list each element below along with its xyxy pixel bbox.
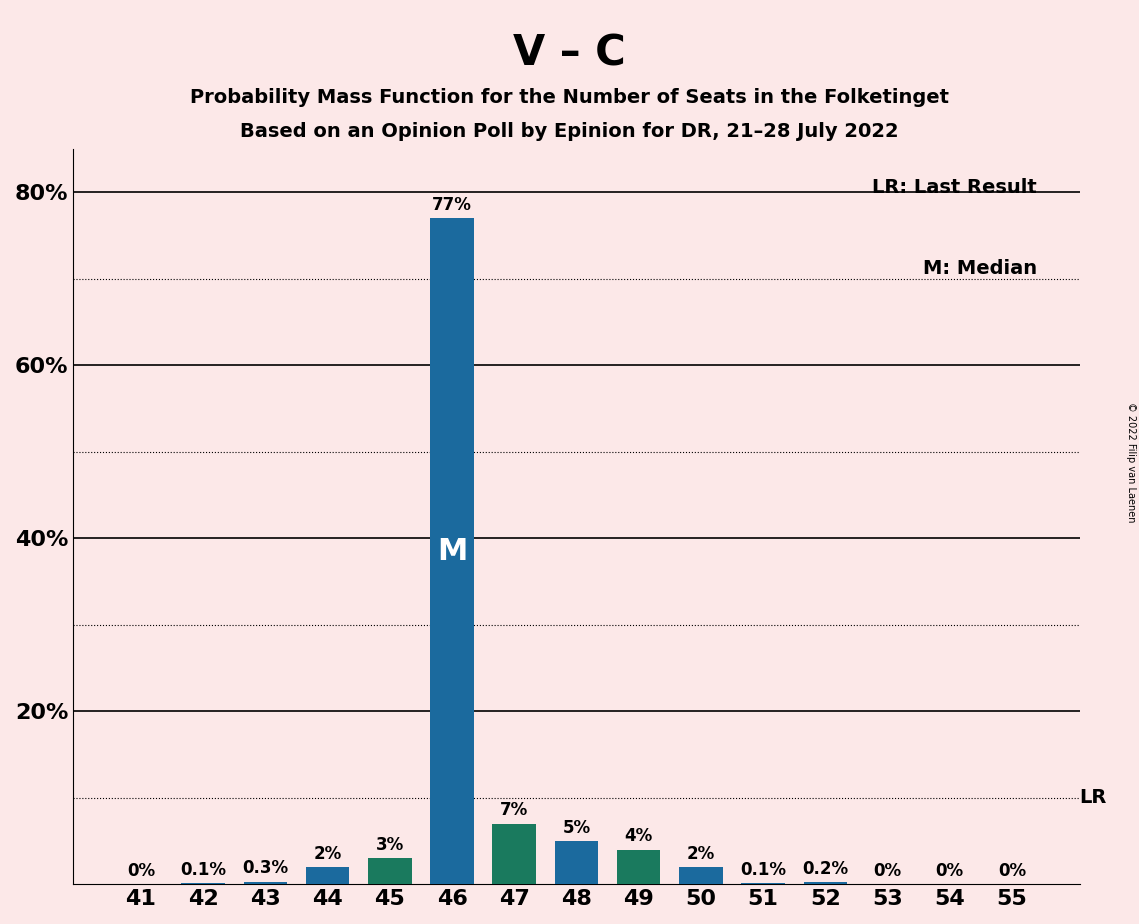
Text: 0.1%: 0.1% [740, 861, 786, 879]
Text: Based on an Opinion Poll by Epinion for DR, 21–28 July 2022: Based on an Opinion Poll by Epinion for … [240, 122, 899, 141]
Bar [555, 841, 598, 884]
Text: M: Median: M: Median [923, 260, 1036, 278]
Bar [368, 858, 411, 884]
Text: 0.3%: 0.3% [243, 859, 288, 877]
Text: 0.1%: 0.1% [180, 861, 227, 879]
Text: 0%: 0% [126, 862, 155, 880]
Text: 2%: 2% [313, 845, 342, 862]
Text: LR: LR [1080, 788, 1107, 808]
Bar [617, 849, 661, 884]
Text: 7%: 7% [500, 801, 528, 820]
Text: 2%: 2% [687, 845, 715, 862]
Text: M: M [437, 537, 467, 565]
Bar [244, 881, 287, 884]
Text: 0.2%: 0.2% [802, 860, 849, 878]
Bar [679, 867, 722, 884]
Text: Probability Mass Function for the Number of Seats in the Folketinget: Probability Mass Function for the Number… [190, 88, 949, 107]
Text: V – C: V – C [514, 32, 625, 74]
Text: 0%: 0% [936, 862, 964, 880]
Text: 0%: 0% [998, 862, 1026, 880]
Text: 3%: 3% [376, 836, 404, 854]
Text: © 2022 Filip van Laenen: © 2022 Filip van Laenen [1126, 402, 1136, 522]
Text: 4%: 4% [624, 827, 653, 845]
Bar [431, 218, 474, 884]
Text: LR: Last Result: LR: Last Result [872, 178, 1036, 198]
Bar [804, 882, 847, 884]
Bar [305, 867, 350, 884]
Bar [492, 823, 536, 884]
Text: 77%: 77% [432, 196, 472, 213]
Text: 5%: 5% [563, 819, 590, 836]
Text: 0%: 0% [874, 862, 902, 880]
